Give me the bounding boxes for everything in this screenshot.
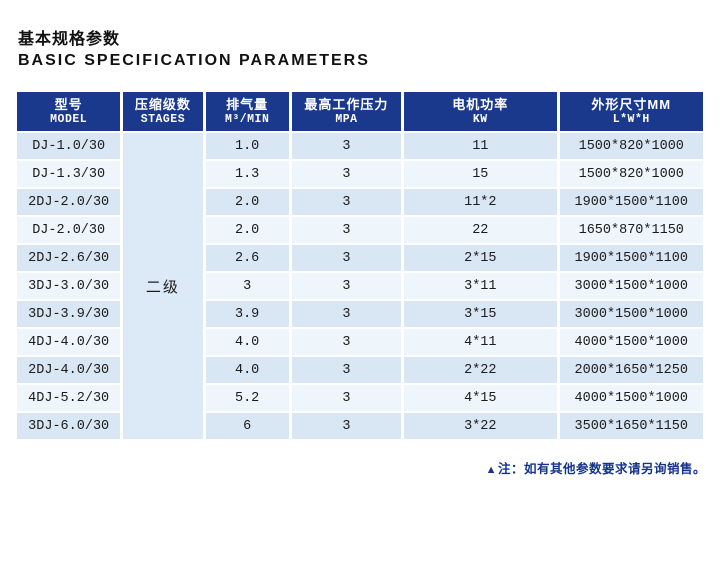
power-cell: 3*22	[404, 413, 557, 439]
dimensions-cell: 3500*1650*1150	[559, 413, 703, 439]
dimensions-cell: 4000*1500*1000	[559, 385, 703, 411]
table-row: 2DJ-2.0/30 2.0 3 11*2 1900*1500*1100	[17, 189, 703, 215]
col-header-power-zh: 电机功率	[452, 96, 509, 112]
dimensions-cell: 1500*820*1000	[559, 161, 703, 187]
table-row: 3DJ-3.0/30 3 3 3*11 3000*1500*1000	[17, 273, 703, 299]
model-cell: DJ-1.0/30	[17, 133, 121, 159]
dimensions-cell: 4000*1500*1000	[559, 329, 703, 355]
power-cell: 3*11	[404, 273, 557, 299]
displacement-cell: 2.0	[205, 189, 289, 215]
col-header-model: 型号 MODEL	[17, 92, 121, 131]
pressure-cell: 3	[291, 301, 402, 327]
model-cell: 3DJ-6.0/30	[17, 413, 121, 439]
model-cell: DJ-1.3/30	[17, 161, 121, 187]
table-row: 2DJ-2.6/30 2.6 3 2*15 1900*1500*1100	[17, 245, 703, 271]
col-header-dimensions-zh: 外形尺寸MM	[591, 96, 672, 112]
col-header-power-en: KW	[472, 112, 488, 126]
col-header-dimensions-en: L*W*H	[612, 112, 650, 126]
table-row: DJ-2.0/30 2.0 3 22 1650*870*1150	[17, 217, 703, 243]
title-block: 基本规格参数 BASIC SPECIFICATION PARAMETERS	[18, 30, 370, 72]
col-header-stages: 压缩级数 STAGES	[123, 92, 203, 131]
pressure-cell: 3	[291, 133, 402, 159]
model-cell: 3DJ-3.0/30	[17, 273, 121, 299]
pressure-cell: 3	[291, 385, 402, 411]
power-cell: 15	[404, 161, 557, 187]
displacement-cell: 4.0	[205, 329, 289, 355]
displacement-cell: 6	[205, 413, 289, 439]
dimensions-cell: 1650*870*1150	[559, 217, 703, 243]
page-title-zh: 基本规格参数	[18, 31, 121, 48]
col-header-stages-en: STAGES	[140, 112, 186, 126]
model-cell: 3DJ-3.9/30	[17, 301, 121, 327]
col-header-model-en: MODEL	[50, 112, 88, 126]
displacement-cell: 2.6	[205, 245, 289, 271]
col-header-pressure-en: MPA	[335, 112, 358, 126]
displacement-cell: 1.3	[205, 161, 289, 187]
stages-merged-cell: 二级	[123, 133, 203, 439]
displacement-cell: 2.0	[205, 217, 289, 243]
pressure-cell: 3	[291, 245, 402, 271]
pressure-cell: 3	[291, 413, 402, 439]
dimensions-cell: 1500*820*1000	[559, 133, 703, 159]
dimensions-cell: 3000*1500*1000	[559, 301, 703, 327]
displacement-cell: 4.0	[205, 357, 289, 383]
power-cell: 11*2	[404, 189, 557, 215]
pressure-cell: 3	[291, 161, 402, 187]
pressure-cell: 3	[291, 273, 402, 299]
power-cell: 4*11	[404, 329, 557, 355]
col-header-pressure: 最高工作压力 MPA	[291, 92, 402, 131]
col-header-power: 电机功率 KW	[404, 92, 557, 131]
header-row: 型号 MODEL 压缩级数 STAGES 排气量 M³/MIN 最高工作压力 M…	[17, 92, 703, 131]
power-cell: 2*15	[404, 245, 557, 271]
spec-table-body: DJ-1.0/30 二级 1.0 3 11 1500*820*1000 DJ-1.3/30 1…	[17, 133, 703, 439]
page-title-en: BASIC SPECIFICATION PARAMETERS	[18, 52, 370, 69]
table-row: DJ-1.0/30 二级 1.0 3 11 1500*820*1000	[17, 133, 703, 439]
power-cell: 2*22	[404, 357, 557, 383]
footer-note: ▲注：如有其他参数要求请另询销售。	[486, 458, 706, 477]
pressure-cell: 3	[291, 357, 402, 383]
table-row: 3DJ-3.9/30 3.9 3 3*15 3000*1500*1000	[17, 301, 703, 327]
model-cell: 2DJ-2.6/30	[17, 245, 121, 271]
power-cell: 22	[404, 217, 557, 243]
displacement-cell: 3.9	[205, 301, 289, 327]
table-row: 2DJ-4.0/30 4.0 3 2*22 2000*1650*1250	[17, 357, 703, 383]
displacement-cell: 5.2	[205, 385, 289, 411]
col-header-dimensions: 外形尺寸MM L*W*H	[559, 92, 703, 131]
pressure-cell: 3	[291, 329, 402, 355]
pressure-cell: 3	[291, 217, 402, 243]
pressure-cell: 3	[291, 189, 402, 215]
col-header-displacement-en: M³/MIN	[224, 112, 270, 126]
displacement-cell: 1.0	[205, 133, 289, 159]
col-header-stages-zh: 压缩级数	[134, 96, 191, 112]
power-cell: 3*15	[404, 301, 557, 327]
model-cell: DJ-2.0/30	[17, 217, 121, 243]
table-row: 4DJ-4.0/30 4.0 3 4*11 4000*1500*1000	[17, 329, 703, 355]
displacement-cell: 3	[205, 273, 289, 299]
col-header-model-zh: 型号	[54, 96, 83, 112]
col-header-displacement-zh: 排气量	[226, 96, 269, 112]
model-cell: 2DJ-4.0/30	[17, 357, 121, 383]
dimensions-cell: 1900*1500*1100	[559, 245, 703, 271]
dimensions-cell: 1900*1500*1100	[559, 189, 703, 215]
dimensions-cell: 3000*1500*1000	[559, 273, 703, 299]
table-row: DJ-1.3/30 1.3 3 15 1500*820*1000	[17, 161, 703, 187]
dimensions-cell: 2000*1650*1250	[559, 357, 703, 383]
note-triangle-icon: ▲	[485, 464, 497, 476]
power-cell: 4*15	[404, 385, 557, 411]
table-row: 3DJ-6.0/30 6 3 3*22 3500*1650*1150	[17, 413, 703, 439]
spec-table: 型号 MODEL 压缩级数 STAGES 排气量 M³/MIN 最高工作压力 M…	[14, 90, 706, 441]
footer-note-text: 注：如有其他参数要求请另询销售。	[497, 462, 706, 476]
col-header-pressure-zh: 最高工作压力	[304, 96, 389, 112]
model-cell: 4DJ-4.0/30	[17, 329, 121, 355]
model-cell: 2DJ-2.0/30	[17, 189, 121, 215]
model-cell: 4DJ-5.2/30	[17, 385, 121, 411]
col-header-displacement: 排气量 M³/MIN	[205, 92, 289, 131]
power-cell: 11	[404, 133, 557, 159]
spec-table-header: 型号 MODEL 压缩级数 STAGES 排气量 M³/MIN 最高工作压力 M…	[17, 92, 703, 131]
table-row: 4DJ-5.2/30 5.2 3 4*15 4000*1500*1000	[17, 385, 703, 411]
